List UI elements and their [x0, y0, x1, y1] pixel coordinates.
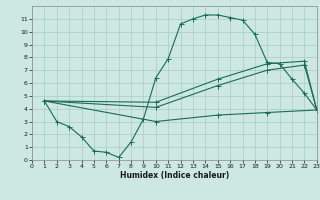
X-axis label: Humidex (Indice chaleur): Humidex (Indice chaleur): [120, 171, 229, 180]
